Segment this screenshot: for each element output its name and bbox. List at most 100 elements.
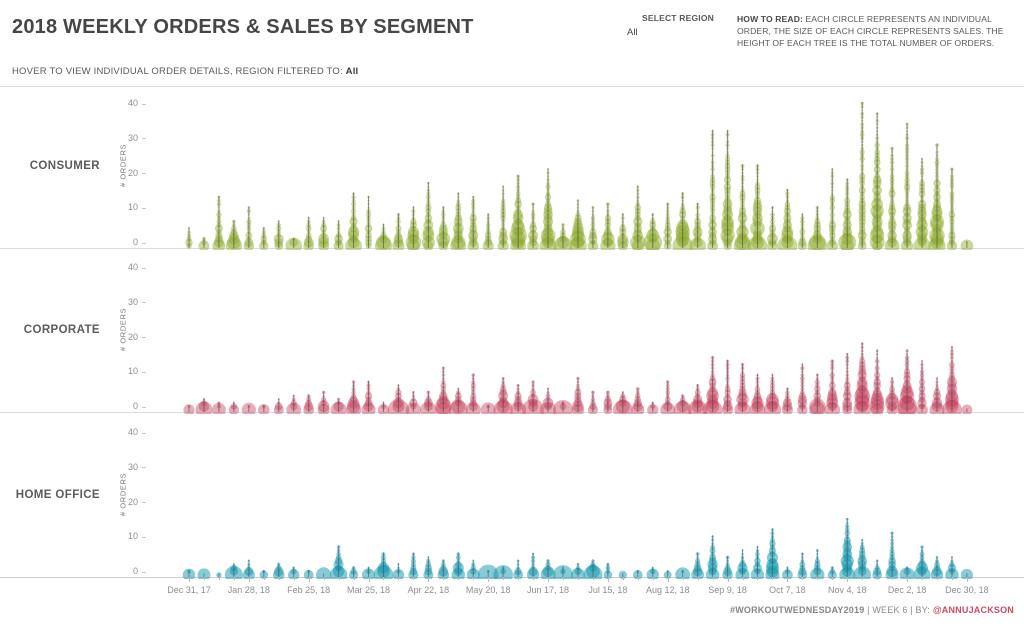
order-tree[interactable] [810,549,825,579]
order-tree[interactable] [838,178,857,250]
order-tree[interactable] [663,202,673,250]
order-tree[interactable] [675,567,691,579]
order-tree[interactable] [482,213,494,250]
order-tree[interactable] [660,380,676,414]
order-tree[interactable] [632,570,643,579]
order-tree[interactable] [526,552,540,579]
order-tree[interactable] [228,401,240,414]
order-tree[interactable] [916,359,928,414]
order-tree[interactable] [259,569,269,579]
order-tree[interactable] [913,157,931,250]
order-tree[interactable] [477,564,499,579]
tree-chart-consumer[interactable] [150,98,1024,250]
order-tree[interactable] [603,390,613,414]
order-tree[interactable] [842,352,853,414]
order-tree[interactable] [747,164,768,250]
region-select-dropdown[interactable]: All [627,27,638,38]
order-tree[interactable] [522,380,545,414]
order-tree[interactable] [646,566,659,579]
order-tree[interactable] [408,552,419,579]
tree-chart-home-office[interactable] [150,427,1024,579]
order-tree[interactable] [421,181,435,250]
order-tree[interactable] [687,383,708,414]
order-tree[interactable] [691,552,705,579]
order-tree[interactable] [241,402,256,414]
order-tree[interactable] [763,373,782,414]
order-tree[interactable] [318,216,330,250]
order-tree[interactable] [672,192,693,250]
order-tree[interactable] [405,206,422,250]
order-tree[interactable] [749,373,766,414]
order-tree[interactable] [960,239,974,250]
order-tree[interactable] [869,349,885,414]
order-tree[interactable] [928,143,946,250]
order-tree[interactable] [766,206,778,250]
order-tree[interactable] [198,237,210,250]
order-tree[interactable] [583,559,603,579]
order-tree[interactable] [273,220,284,250]
order-tree[interactable] [946,167,958,250]
order-tree[interactable] [945,556,959,579]
order-tree[interactable] [316,567,332,579]
order-tree[interactable] [258,404,270,414]
order-tree[interactable] [797,363,808,414]
order-tree[interactable] [225,219,242,250]
order-tree[interactable] [224,563,243,579]
order-tree[interactable] [765,528,780,579]
order-tree[interactable] [330,397,347,414]
order-tree[interactable] [782,566,793,579]
order-tree[interactable] [448,387,468,414]
order-tree[interactable] [211,401,226,414]
order-tree[interactable] [377,401,390,414]
order-tree[interactable] [839,517,856,579]
order-tree[interactable] [600,202,616,250]
order-tree[interactable] [553,399,573,414]
order-tree[interactable] [705,535,720,579]
order-tree[interactable] [333,220,344,250]
order-tree[interactable] [493,565,513,579]
order-tree[interactable] [663,570,672,579]
order-tree[interactable] [509,174,527,250]
order-tree[interactable] [734,362,751,414]
order-tree[interactable] [510,384,527,414]
order-tree[interactable] [345,380,362,414]
order-tree[interactable] [374,223,393,250]
order-tree[interactable] [826,168,838,250]
order-tree[interactable] [285,237,302,250]
order-tree[interactable] [702,355,723,414]
order-tree[interactable] [361,380,376,414]
order-tree[interactable] [899,566,915,579]
order-tree[interactable] [900,122,914,250]
order-tree[interactable] [451,552,466,579]
order-tree[interactable] [929,377,945,414]
order-tree[interactable] [853,538,872,579]
order-tree[interactable] [345,192,362,250]
order-tree[interactable] [195,398,213,414]
order-tree[interactable] [497,185,509,250]
order-tree[interactable] [392,563,405,579]
order-tree[interactable] [824,359,841,414]
order-tree[interactable] [197,568,211,579]
order-tree[interactable] [618,570,628,579]
tree-chart-corporate[interactable] [150,262,1024,414]
order-tree[interactable] [750,545,765,579]
order-tree[interactable] [733,164,752,250]
order-tree[interactable] [288,566,300,579]
order-tree[interactable] [329,545,348,579]
order-tree[interactable] [869,112,885,250]
order-tree[interactable] [631,387,645,414]
order-tree[interactable] [183,404,195,414]
order-tree[interactable] [467,195,480,250]
order-tree[interactable] [673,394,692,414]
order-tree[interactable] [587,206,599,250]
order-tree[interactable] [273,398,284,414]
order-tree[interactable] [362,566,376,579]
order-tree[interactable] [807,205,828,250]
order-tree[interactable] [212,195,226,250]
order-tree[interactable] [913,545,931,579]
order-tree[interactable] [539,387,557,414]
order-tree[interactable] [781,387,793,414]
order-tree[interactable] [603,562,613,579]
order-tree[interactable] [961,404,973,414]
order-tree[interactable] [387,384,410,414]
